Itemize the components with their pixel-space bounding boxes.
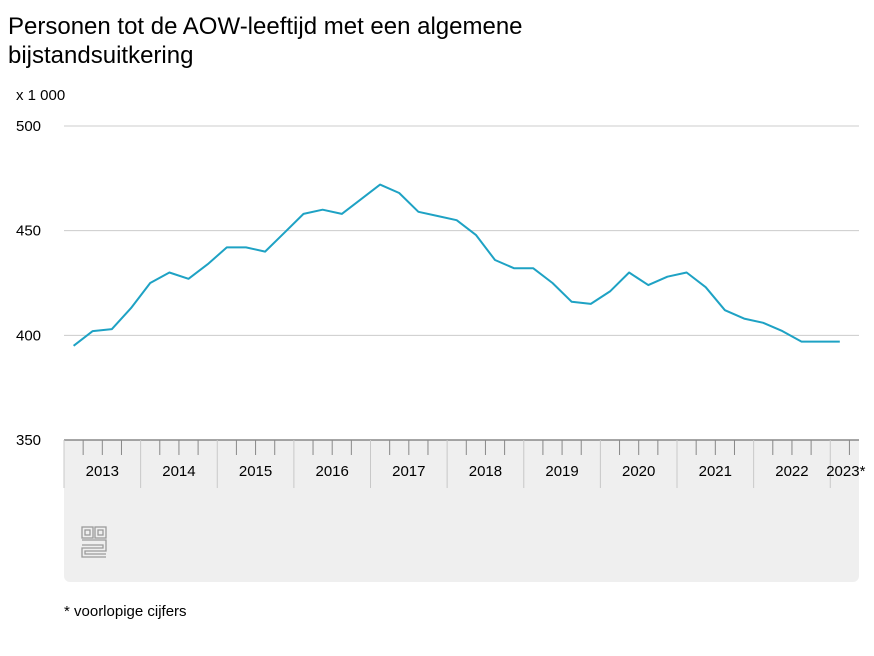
x-year-label: 2021 <box>699 463 732 480</box>
data-point <box>167 271 171 275</box>
series-line <box>72 183 840 347</box>
data-point <box>187 277 191 281</box>
x-year-label: 2019 <box>545 463 578 480</box>
data-point <box>493 258 497 262</box>
data-point <box>129 306 133 310</box>
data-point <box>244 245 248 249</box>
data-point <box>436 214 440 218</box>
data-point <box>263 250 267 254</box>
data-point <box>627 271 631 275</box>
data-point <box>148 281 152 285</box>
data-point <box>512 266 516 270</box>
y-axis-ticks: 500 450 400 350 <box>16 118 41 449</box>
data-point <box>665 275 669 279</box>
y-tick-label: 350 <box>16 432 41 449</box>
x-axis-ticks <box>63 440 850 488</box>
data-point <box>110 327 114 331</box>
data-point <box>550 281 554 285</box>
y-tick-label: 450 <box>16 223 41 240</box>
data-point <box>416 210 420 214</box>
data-point <box>378 183 382 187</box>
data-point <box>589 302 593 306</box>
x-year-label: 2016 <box>316 463 349 480</box>
data-point <box>455 218 459 222</box>
data-point <box>301 212 305 216</box>
data-point <box>531 266 535 270</box>
data-point <box>72 344 76 348</box>
x-axis-band-top <box>64 440 859 450</box>
x-year-label: 2017 <box>392 463 425 480</box>
footnote: * voorlopige cijfers <box>64 603 187 620</box>
x-axis-band <box>64 440 859 582</box>
chart-title: Personen tot de AOW-leeftijd met een alg… <box>8 13 523 69</box>
data-point <box>282 231 286 235</box>
x-year-label: 2020 <box>622 463 655 480</box>
y-tick-label: 500 <box>16 118 41 135</box>
data-point <box>704 285 708 289</box>
data-point <box>206 262 210 266</box>
x-year-label: 2023* <box>826 463 865 480</box>
x-axis-year-labels: 2013 2014 2015 2016 2017 2018 2019 2020 2021 2022… <box>86 463 866 480</box>
y-axis-unit-label: x 1 000 <box>16 87 65 104</box>
grid-lines <box>64 125 859 336</box>
y-tick-label: 400 <box>16 327 41 344</box>
data-point <box>321 208 325 212</box>
x-year-label: 2014 <box>162 463 195 480</box>
x-year-label: 2022 <box>775 463 808 480</box>
series-points <box>72 183 842 348</box>
data-point <box>474 233 478 237</box>
data-point <box>340 212 344 216</box>
data-point <box>819 340 823 344</box>
data-point <box>685 271 689 275</box>
data-point <box>608 289 612 293</box>
data-point <box>397 191 401 195</box>
data-point <box>723 308 727 312</box>
data-point <box>225 245 229 249</box>
data-point <box>761 321 765 325</box>
data-point <box>359 197 363 201</box>
x-year-label: 2018 <box>469 463 502 480</box>
data-point <box>742 317 746 321</box>
data-point <box>800 340 804 344</box>
data-point <box>570 300 574 304</box>
data-point <box>91 329 95 333</box>
data-point <box>780 329 784 333</box>
x-year-label: 2013 <box>86 463 119 480</box>
cbs-logo-icon <box>81 526 107 558</box>
x-year-label: 2015 <box>239 463 272 480</box>
data-point <box>838 340 842 344</box>
data-point <box>646 283 650 287</box>
